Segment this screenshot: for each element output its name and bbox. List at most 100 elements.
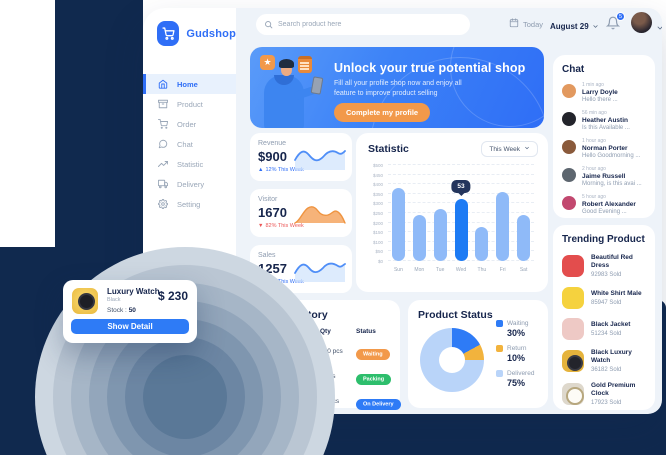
banner-title: Unlock your true potential shop	[334, 61, 526, 75]
chat-preview: Hello there ...	[582, 97, 618, 103]
banner-person-head	[281, 63, 292, 76]
x-axis-tick: Fri	[499, 267, 506, 273]
product-thumbnail	[562, 382, 584, 405]
banner-clipboard-icon	[298, 56, 312, 73]
product-thumbnail	[562, 349, 584, 372]
list-item[interactable]: 1 hour ago Norman Porter Hello Goodmorning…	[562, 138, 646, 159]
chat-preview: Good Evening ...	[582, 209, 627, 215]
watch-product-image	[72, 288, 98, 314]
bar-sat[interactable]	[517, 214, 531, 261]
bar-column: 53	[451, 165, 472, 261]
sidebar-item-home[interactable]: Home	[143, 74, 236, 94]
col-qty: Qty	[320, 328, 331, 335]
list-item[interactable]: 56 min ago Heather Austin Is this Availabl…	[562, 110, 646, 131]
chat-time: 2 hour ago	[582, 166, 606, 172]
cart-icon	[158, 119, 168, 129]
list-item[interactable]: 1 min ago Larry Doyle Hello there ...	[562, 82, 646, 103]
chat-preview: Morning, is this avai ...	[582, 181, 642, 187]
sidebar-item-label: Product	[177, 99, 203, 109]
chart-line-icon	[158, 159, 168, 169]
list-item[interactable]: Black Luxury Watch 36182 Sold	[562, 349, 646, 373]
legend-swatch	[496, 370, 503, 377]
product-sold: 51234 Sold	[591, 330, 622, 337]
status-badge: On Delivery	[356, 398, 401, 410]
search-bar	[256, 14, 470, 35]
x-axis-tick: Tue	[435, 267, 445, 273]
legend-pct: 30%	[507, 328, 526, 338]
sidebar-item-setting[interactable]: Setting	[143, 194, 236, 214]
product-status-donut-chart	[420, 328, 484, 392]
complete-profile-button[interactable]: Complete my profile	[334, 103, 431, 122]
trending-product-card: Trending Product Beautiful Red Dress 9298…	[553, 225, 655, 410]
legend-label: Waiting	[507, 320, 529, 327]
product-sold: 17923 Sold	[591, 399, 622, 406]
sidebar-item-statistic[interactable]: Statistic	[143, 154, 236, 174]
revenue-sparkline	[294, 150, 346, 170]
list-item[interactable]: 2 hour ago Jaime Russell Morning, is this …	[562, 166, 646, 187]
user-avatar[interactable]	[631, 12, 652, 33]
col-status: Status	[356, 328, 376, 335]
show-detail-button[interactable]: Show Detail	[71, 319, 189, 334]
product-thumbnail	[562, 254, 584, 277]
sidebar-item-product[interactable]: Product	[143, 94, 236, 114]
x-axis-tick: Thu	[477, 267, 487, 273]
y-axis-tick: $200	[372, 220, 383, 226]
stat-change-text: 82% This Week	[265, 223, 304, 229]
avatar	[562, 196, 576, 210]
trend-up-icon: ▲	[258, 167, 264, 173]
bar-mon[interactable]	[412, 214, 426, 261]
sidebar-item-delivery[interactable]: Delivery	[143, 174, 236, 194]
date-select[interactable]: August 29	[550, 17, 599, 35]
notification-badge: 5	[616, 12, 625, 21]
list-item[interactable]: Gold Premium Clock 17923 Sold	[562, 382, 646, 406]
truck-icon	[158, 179, 168, 189]
revenue-card: Revenue $900 ▲ 12% This Week	[250, 133, 352, 181]
notification-bell[interactable]: 5	[605, 12, 625, 32]
product-thumbnail	[562, 286, 584, 309]
app-name: Gudshop	[186, 27, 236, 40]
bar-wed[interactable]	[454, 198, 468, 261]
avatar-chevron-icon[interactable]	[656, 19, 662, 37]
y-axis-tick: $350	[372, 191, 383, 197]
chat-name: Norman Porter	[582, 145, 628, 152]
legend-label: Return	[507, 345, 527, 352]
x-axis-tick: Sat	[519, 267, 528, 273]
chat-name: Jaime Russell	[582, 173, 626, 180]
gridline	[388, 173, 534, 175]
app-logo[interactable]: Gudshop	[143, 8, 236, 46]
today-toggle[interactable]: Today	[509, 18, 543, 30]
sidebar-item-label: Setting	[177, 199, 201, 209]
stock-value: 50	[128, 307, 136, 314]
stock-label: Stock :	[107, 307, 127, 314]
list-item[interactable]: Black Jacket 51234 Sold	[562, 317, 646, 340]
bar-column	[492, 165, 513, 261]
bar-column	[409, 165, 430, 261]
product-name: Luxury Watch	[107, 287, 160, 296]
visitor-card: Visitor 1670 ▼ 82% This Week	[250, 189, 352, 237]
date-value: August 29	[550, 21, 589, 31]
legend-pct: 10%	[507, 353, 526, 363]
today-label: Today	[523, 19, 544, 29]
bar-tue[interactable]	[433, 209, 447, 261]
list-item[interactable]: White Shirt Male 85947 Sold	[562, 286, 646, 309]
status-badge: Packing	[356, 373, 392, 385]
legend-item: Waiting 30%	[496, 320, 534, 338]
bar-sun[interactable]	[391, 188, 405, 261]
search-input[interactable]	[278, 21, 462, 28]
chat-name: Robert Alexander	[582, 201, 636, 208]
chat-time: 56 min ago	[582, 110, 607, 116]
range-selector[interactable]: This Week	[481, 141, 538, 157]
product-sold: 92983 Sold	[591, 271, 622, 278]
list-item[interactable]: 5 hour ago Robert Alexander Good Evening .…	[562, 194, 646, 215]
stat-label: Sales	[258, 252, 276, 259]
bar-thu[interactable]	[475, 227, 489, 261]
list-item[interactable]: Beautiful Red Dress 92983 Sold	[562, 254, 646, 278]
product-name: Black Jacket	[591, 321, 631, 329]
product-price: $ 230	[157, 289, 188, 303]
gridline	[388, 164, 534, 165]
x-axis-tick: Mon	[414, 267, 425, 273]
sidebar-item-chat[interactable]: Chat	[143, 134, 236, 154]
bar-fri[interactable]	[496, 191, 510, 261]
sidebar-item-order[interactable]: Order	[143, 114, 236, 134]
product-status-card: Product Status Waiting 30% Return 10% De…	[408, 300, 548, 408]
